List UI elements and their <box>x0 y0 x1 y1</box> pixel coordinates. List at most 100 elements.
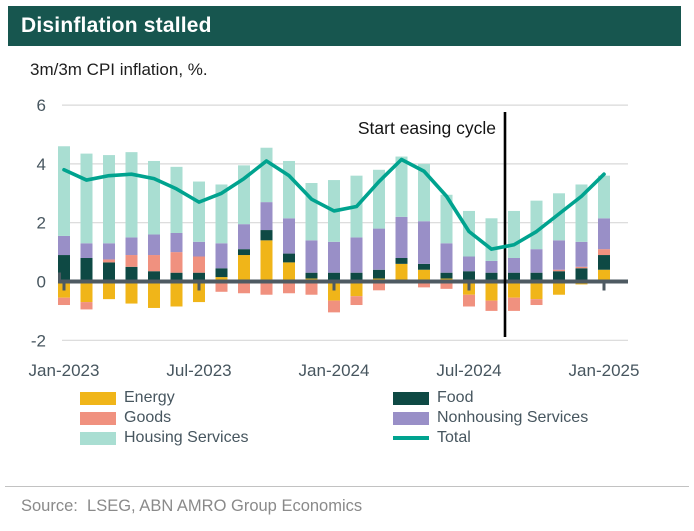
legend-label: Goods <box>124 409 172 426</box>
bar-segment <box>283 253 295 263</box>
y-tick-label: -2 <box>31 331 46 350</box>
bar-segment <box>193 256 205 273</box>
bar-segment <box>598 269 610 282</box>
legend-label: Food <box>437 389 474 406</box>
bar-segment <box>598 175 610 219</box>
bar-segment <box>598 249 610 256</box>
bar-segment <box>350 272 363 282</box>
bar-segment <box>418 281 430 288</box>
bar-segment <box>553 271 565 282</box>
housing-services-swatch <box>80 431 116 445</box>
legend-item-food: Food <box>393 389 474 406</box>
bar-segment <box>215 243 228 269</box>
bar-segment <box>508 297 520 311</box>
bar-segment <box>80 257 93 282</box>
bar-segment <box>148 234 160 256</box>
bar-segment <box>215 281 228 292</box>
bar-segment <box>170 166 183 233</box>
bar-segment <box>170 232 183 253</box>
bar-segment <box>148 271 160 282</box>
food-swatch <box>393 391 429 405</box>
start-easing-cycle-label: Start easing cycle <box>358 118 496 138</box>
page-title: Disinflation stalled <box>21 14 212 37</box>
y-tick-label: 0 <box>37 273 46 292</box>
legend-item-housing-services: Housing Services <box>80 429 249 446</box>
source-divider <box>5 486 689 487</box>
bar-segment <box>125 255 138 267</box>
bar-segment <box>170 252 183 273</box>
legend-item-nonhousing-services: Nonhousing Services <box>393 409 589 426</box>
bar-segment <box>553 240 565 270</box>
bar-segment <box>395 156 408 217</box>
goods-swatch <box>80 411 116 425</box>
legend-item-goods: Goods <box>80 409 172 426</box>
bar-segment <box>193 181 205 242</box>
bar-segment <box>328 241 340 273</box>
bar-segment <box>463 271 475 282</box>
bar-segment <box>508 272 520 282</box>
nonhousing-services-swatch <box>393 411 429 425</box>
bar-segment <box>530 200 543 250</box>
bar-segment <box>575 268 588 282</box>
bar-segment <box>215 277 228 282</box>
bar-segment <box>193 241 205 257</box>
chart-subtitle: 3m/3m CPI inflation, %. <box>30 60 208 79</box>
bar-segment <box>260 202 273 231</box>
legend-item-total: Total <box>393 429 471 446</box>
bar-segment <box>418 163 430 222</box>
bar-segment <box>80 302 93 310</box>
bar-segment <box>238 249 250 256</box>
annotation-label: Start easing cycle <box>358 118 496 138</box>
bar-segment <box>508 210 520 258</box>
bar-segment <box>485 281 498 301</box>
bar-segment <box>148 160 160 235</box>
bar-segment <box>193 272 205 282</box>
bar-segment <box>305 183 318 241</box>
bar-segment <box>215 268 228 278</box>
bar-segment <box>193 281 205 303</box>
bar-segment <box>485 272 498 282</box>
y-tick-label: 2 <box>37 214 46 233</box>
bar-segment <box>103 155 115 244</box>
legend-item-energy: Energy <box>80 389 175 406</box>
bar-segment <box>260 281 273 295</box>
source-text: Source: LSEG, ABN AMRO Group Economics <box>21 497 363 515</box>
bar-segment <box>440 243 453 273</box>
x-tick-label: Jan-2025 <box>569 361 640 380</box>
bar-segment <box>553 281 565 295</box>
bar-segment <box>58 146 70 236</box>
bar-segment <box>80 281 93 303</box>
bar-segment <box>373 269 385 279</box>
bar-segment <box>508 257 520 273</box>
bar-segment <box>260 230 273 241</box>
bar-segment <box>530 249 543 273</box>
bar-segment <box>283 262 295 282</box>
bar-segment <box>395 216 408 258</box>
bars-layer <box>58 146 610 313</box>
bar-segment <box>283 281 295 294</box>
bar-segment <box>103 281 115 300</box>
bar-segment <box>58 235 70 256</box>
legend-label: Energy <box>124 389 175 406</box>
energy-swatch <box>80 391 116 405</box>
x-tick-label: Jan-2024 <box>299 361 370 380</box>
bar-segment <box>125 237 138 256</box>
bar-segment <box>598 255 610 270</box>
bar-segment <box>485 300 498 311</box>
bar-segment <box>575 266 588 269</box>
bar-segment <box>305 281 318 295</box>
bar-segment <box>418 269 430 282</box>
bar-segment <box>463 256 475 272</box>
x-tick-label: Jul-2023 <box>166 361 231 380</box>
bar-segment <box>148 255 160 272</box>
legend-label: Nonhousing Services <box>437 409 589 426</box>
bar-segment <box>508 281 520 298</box>
bar-segment <box>238 224 250 250</box>
bar-segment <box>58 297 70 306</box>
x-tick-label: Jul-2024 <box>436 361 501 380</box>
bar-segment <box>350 296 363 306</box>
y-tick-labels: 6 4 2 0 -2 <box>31 96 46 350</box>
bar-segment <box>575 241 588 267</box>
bar-segment <box>238 255 250 282</box>
